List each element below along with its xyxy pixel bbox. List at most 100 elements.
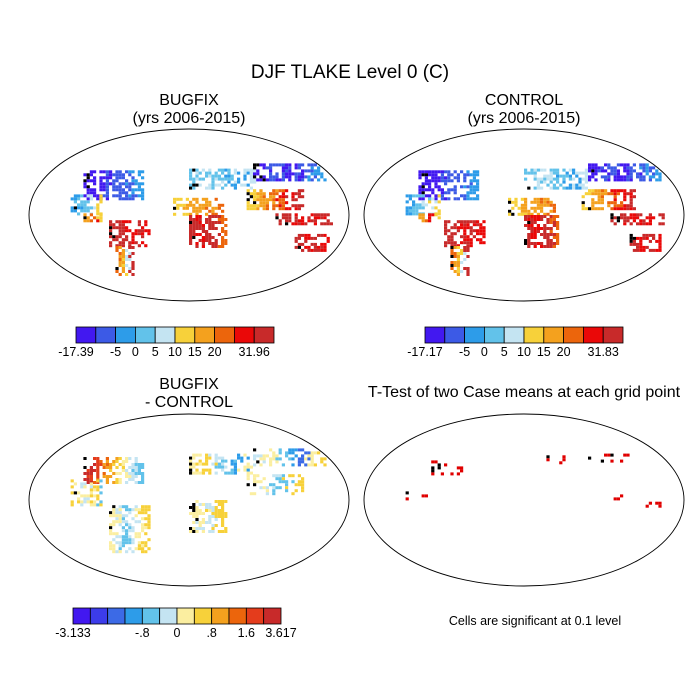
colorbar-swatch <box>602 326 624 344</box>
grid-cell <box>645 222 649 226</box>
grid-cell <box>70 206 74 210</box>
grid-cell <box>201 203 205 207</box>
grid-cell <box>310 451 314 455</box>
grid-cell <box>588 456 592 460</box>
grid-cell <box>259 192 263 196</box>
grid-cell <box>189 215 193 218</box>
grid-cell <box>121 529 125 533</box>
grid-cell <box>591 172 595 176</box>
grid-cell <box>141 466 145 469</box>
grid-cell <box>125 273 129 276</box>
grid-cell <box>613 201 617 205</box>
grid-cell <box>221 236 225 239</box>
grid-cell <box>584 186 588 190</box>
grid-cell <box>211 245 215 248</box>
grid-cell <box>297 189 301 193</box>
grid-cell <box>125 535 129 539</box>
grid-cell <box>141 463 145 466</box>
colorbar-swatch <box>159 607 178 625</box>
grid-cell <box>297 222 301 226</box>
grid-cell <box>288 175 292 179</box>
grid-cell <box>613 172 617 176</box>
grid-cell <box>189 183 193 187</box>
grid-cell <box>607 204 611 208</box>
grid-cell <box>211 177 215 181</box>
grid-cell <box>301 489 305 493</box>
colorbar-swatch <box>176 607 195 625</box>
grid-cell <box>272 492 276 496</box>
grid-cell <box>275 178 279 182</box>
grid-cell <box>109 226 113 230</box>
grid-cell <box>112 194 116 198</box>
grid-cell <box>93 191 97 195</box>
grid-cell <box>588 163 592 167</box>
grid-cell <box>294 489 298 493</box>
grid-cell <box>93 170 97 174</box>
grid-cell <box>125 469 129 472</box>
grid-cell <box>147 232 151 236</box>
grid-cell <box>466 238 470 242</box>
grid-cell <box>118 226 122 230</box>
grid-cell <box>131 466 135 469</box>
grid-cell <box>549 239 553 242</box>
grid-cell <box>620 459 624 463</box>
grid-cell <box>533 200 537 204</box>
grid-cell <box>121 223 125 227</box>
colorbar-3 <box>72 607 282 625</box>
grid-cell <box>540 200 544 204</box>
colorbar-swatch <box>115 326 136 344</box>
grid-cell <box>463 246 467 249</box>
grid-cell <box>301 175 305 179</box>
grid-cell <box>472 179 476 183</box>
grid-cell <box>217 500 221 503</box>
significance-note: Cells are significant at 0.1 level <box>448 614 622 628</box>
grid-cell <box>533 242 537 245</box>
grid-cell <box>272 486 276 490</box>
grid-cell <box>278 448 282 452</box>
grid-cell <box>294 204 298 208</box>
grid-cell <box>453 244 457 248</box>
grid-cell <box>444 223 448 227</box>
grid-cell <box>320 242 324 246</box>
grid-cell <box>121 505 125 509</box>
grid-cell <box>198 218 202 221</box>
grid-cell <box>301 219 305 223</box>
grid-cell <box>109 463 113 466</box>
grid-cell <box>195 215 199 218</box>
grid-cell <box>428 173 432 177</box>
grid-cell <box>96 209 100 213</box>
grid-cell <box>297 457 301 461</box>
grid-cell <box>434 197 438 201</box>
grid-cell <box>272 195 276 199</box>
grid-cell <box>437 170 441 174</box>
grid-cell <box>105 182 109 186</box>
grid-cell <box>217 530 221 533</box>
grid-cell <box>121 535 125 539</box>
grid-cell <box>201 177 205 181</box>
grid-cell <box>118 252 122 255</box>
grid-cell <box>192 465 196 469</box>
grid-cell <box>632 248 636 252</box>
grid-cell <box>460 170 464 174</box>
grid-cell <box>301 248 305 252</box>
grid-cell <box>408 197 412 201</box>
grid-cell <box>517 206 521 210</box>
grid-cell <box>600 198 604 202</box>
map-outline <box>363 128 685 302</box>
grid-cell <box>121 267 125 270</box>
grid-cell <box>304 233 308 237</box>
grid-cell <box>179 203 183 207</box>
grid-cell <box>253 192 257 196</box>
grid-cell <box>511 212 515 216</box>
grid-cell <box>131 182 135 186</box>
grid-cell <box>285 216 289 220</box>
grid-cell <box>217 218 221 221</box>
grid-cell <box>272 483 276 487</box>
grid-cell <box>428 182 432 186</box>
grid-cell <box>453 261 457 264</box>
grid-cell <box>313 175 317 179</box>
grid-cell <box>115 173 119 177</box>
grid-cell <box>658 172 662 176</box>
grid-cell <box>144 523 148 527</box>
grid-cell <box>444 197 448 201</box>
